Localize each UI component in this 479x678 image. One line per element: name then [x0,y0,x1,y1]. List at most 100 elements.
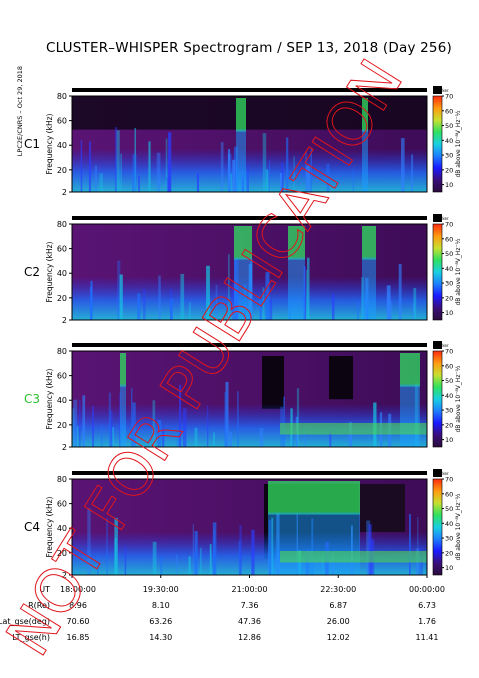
panel-top-bar [72,343,427,347]
plot-frame [71,95,428,193]
colorbar-tick-label: 10 [445,436,453,444]
signal-streak [387,292,390,320]
signal-streak [134,128,136,192]
ephemeris-value: 12.86 [238,633,261,642]
signal-streak [131,388,133,447]
y-tick-label: 20 [57,549,67,558]
signal-streak [417,517,419,575]
colorbar-tick-label: 70 [445,348,453,356]
ephemeris-value: 12.02 [327,633,350,642]
panel-top-bar [72,88,427,92]
signal-streak [231,282,236,320]
intense-burst [362,226,376,260]
signal-streak [239,524,242,575]
colorbar-label: dB above 10⁻⁸V_Hz⁻½ [455,110,462,177]
y-tick-label: 40 [57,524,67,533]
signal-streak [143,289,146,320]
signal-streak [238,540,241,575]
y-tick-label: 20 [57,421,67,430]
colorbar-tick-label: 20 [445,549,453,557]
colorbar-marker-label: worker [435,88,449,93]
signal-streak [283,396,285,447]
signal-streak [106,518,108,575]
signal-streak [132,402,136,447]
signal-streak [247,162,249,192]
colorbar-tick-label: 10 [445,309,453,317]
y-tick-label: 40 [57,396,67,405]
signal-streak [266,169,269,192]
signal-streak [281,162,284,192]
signal-streak [259,427,264,447]
ephemeris-value: 26.00 [327,617,350,626]
signal-streak [305,269,308,320]
ephemeris-value: 19:30:00 [143,585,179,594]
y-axis-label: Frequency (kHz) [45,241,54,302]
signal-streak [114,537,117,575]
ephemeris-value: 8.10 [152,601,170,610]
signal-streak [188,556,191,575]
ephemeris-value: 21:00:00 [232,585,268,594]
burst-tail [234,257,252,320]
signal-streak [114,127,118,192]
colorbar-tick-label: 10 [445,181,453,189]
intense-burst [234,226,252,260]
ephemeris-value: 47.36 [238,617,261,626]
signal-streak [158,275,161,320]
intense-burst [236,98,246,132]
signal-streak [228,149,231,192]
colorbar-tick-label: 50 [445,250,453,258]
colorbar [432,95,443,193]
y-tick-label: 2 [62,571,67,580]
signal-streak [194,427,198,447]
signal-streak [131,173,133,192]
signal-streak [326,163,330,192]
signal-streak [76,426,79,447]
signal-streak [304,431,306,447]
ephemeris-value: 63.26 [149,617,172,626]
signal-streak [237,391,239,447]
colorbar-label: dB above 10⁻⁸V_Hz⁻½ [455,365,462,432]
signal-streak [160,557,163,575]
colorbar-top [433,86,442,94]
y-tick-label: 40 [57,269,67,278]
signal-streak [419,555,421,575]
signal-streak [92,406,94,447]
y-tick-label: 60 [57,117,67,126]
signal-streak [409,514,411,575]
signal-streak [286,137,289,192]
colorbar-tick-label: 70 [445,476,453,484]
signal-streak [88,141,92,192]
ephemeris-value: 70.60 [67,617,90,626]
y-tick-label: 20 [57,294,67,303]
ephemeris-value: 1.76 [418,617,436,626]
cluster-label: C2 [24,265,40,279]
signal-streak [101,424,103,447]
signal-streak [213,432,215,447]
signal-streak [189,302,191,320]
y-tick-label: 60 [57,245,67,254]
y-axis-label: Frequency (kHz) [45,496,54,557]
page-title: CLUSTER–WHISPER Spectrogram / SEP 13, 20… [46,40,452,56]
burst-tail [236,129,246,192]
signal-streak [229,431,232,447]
colorbar-tick-label: 30 [445,407,453,415]
colorbar-top [433,469,442,477]
colorbar-tick-label: 40 [445,392,453,400]
signal-streak [220,142,224,192]
signal-streak [90,287,93,320]
intense-burst [400,353,420,387]
signal-streak [99,173,103,192]
plot-frame [71,350,428,448]
signal-streak [332,293,335,320]
signal-streak [411,154,414,192]
colorbar-tick-label: 50 [445,122,453,130]
dark-region [72,96,427,130]
signal-streak [305,151,307,192]
signal-streak [224,392,228,447]
y-axis-label: Frequency (kHz) [45,113,54,174]
ephemeris-value: 7.36 [241,601,259,610]
ephemeris-value: 16.85 [67,633,90,642]
panel-c3: 2 20 40 60 80 Frequency (kHz) C3 worker 10 20 30 40… [24,341,462,452]
signal-streak [87,508,91,575]
